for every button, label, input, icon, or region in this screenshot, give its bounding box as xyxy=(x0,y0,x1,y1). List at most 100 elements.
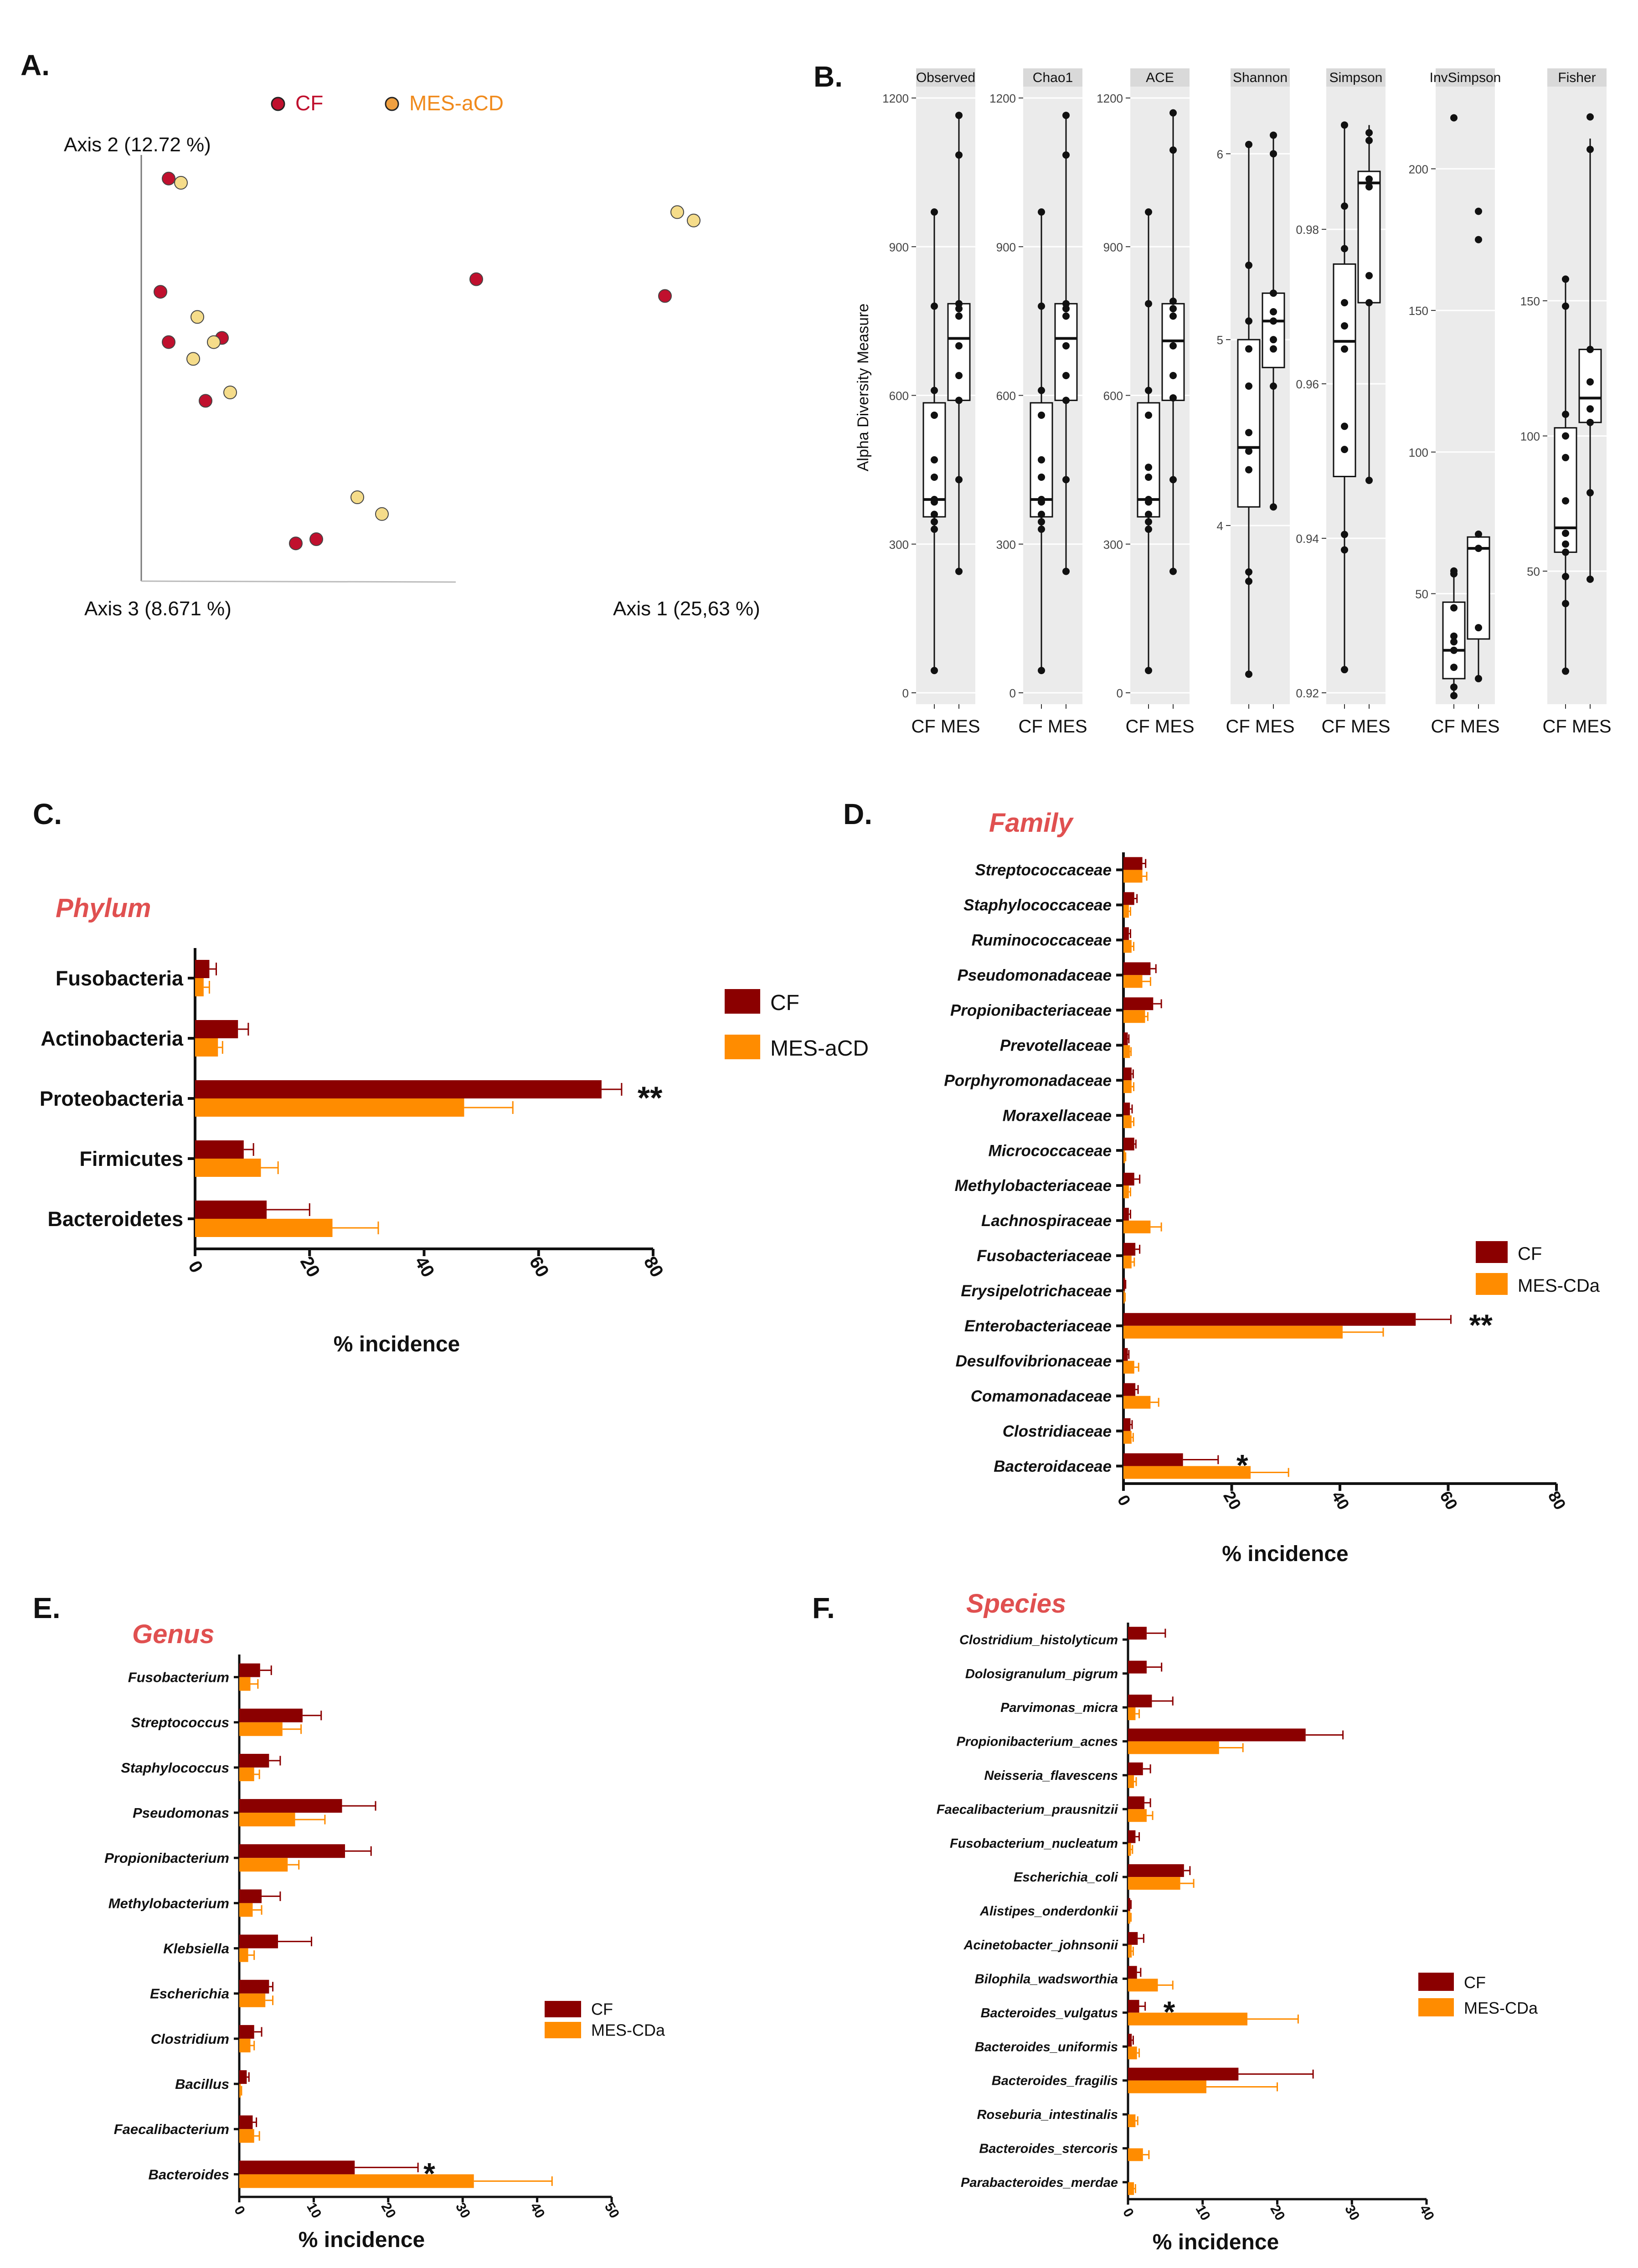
category-label: Enterobacteriaceae xyxy=(964,1317,1112,1335)
scatter-point-cf xyxy=(469,272,483,286)
facet-strip xyxy=(1130,68,1190,88)
bar-mes xyxy=(1128,1843,1131,1856)
x-tick-label: 40 xyxy=(527,2200,547,2221)
category-label: Prevotellaceae xyxy=(1000,1036,1112,1054)
legend-cf-swatch xyxy=(1476,1241,1508,1263)
x-tick-label: 20 xyxy=(1267,2202,1288,2223)
bar-mes xyxy=(1123,905,1129,918)
box-data-point xyxy=(1145,518,1152,526)
bar-mes xyxy=(1128,2080,1206,2093)
facet-tick-label: 900 xyxy=(996,240,1016,254)
bar-cf xyxy=(1123,857,1143,870)
bar-mes xyxy=(195,1159,261,1177)
box-data-point xyxy=(1145,473,1152,481)
facet-tick-label: 900 xyxy=(889,240,909,254)
bar-cf xyxy=(1123,927,1129,940)
panel-f-species: F. Species 0 10 20 30 40 % incidence Clostridium… xyxy=(812,1589,1538,2254)
facet-tick-label: 1200 xyxy=(1097,92,1123,105)
bar-mes xyxy=(1128,1775,1134,1788)
box-data-point xyxy=(1038,667,1045,675)
bar-cf xyxy=(239,1844,345,1858)
box-data-point xyxy=(955,397,963,404)
bar-mes xyxy=(1128,2012,1247,2026)
x-axis-label: % incidence xyxy=(1153,2230,1279,2254)
category-label: Micrococcaceae xyxy=(989,1142,1112,1160)
bar-mes xyxy=(239,1722,283,1736)
x-tick-label: 20 xyxy=(296,1253,324,1281)
category-label: Methylobacterium xyxy=(108,1895,229,1911)
box-data-point xyxy=(1562,454,1569,461)
alpha-ylabel: Alpha Diversity Measure xyxy=(855,304,872,471)
box-data-point xyxy=(1145,526,1152,533)
bar-cf xyxy=(195,1080,602,1098)
box-data-point xyxy=(931,526,938,533)
box-data-point xyxy=(955,151,963,159)
box-data-point xyxy=(1341,666,1348,674)
box-data-point xyxy=(1475,236,1482,243)
bar-mes xyxy=(1123,1045,1130,1058)
legend-mes-swatch xyxy=(1418,1998,1454,2016)
scatter-point-cf xyxy=(162,335,175,349)
category-label: Dolosigranulum_pigrum xyxy=(965,1667,1118,1681)
box-data-point xyxy=(1365,272,1373,279)
box-data-point xyxy=(1270,289,1277,297)
category-label: Staphylococcaceae xyxy=(963,897,1112,914)
facet-tick-label: 150 xyxy=(1520,294,1540,308)
bar-cf xyxy=(1128,1728,1306,1742)
category-label: Pseudomonas xyxy=(133,1805,229,1821)
category-label: Acinetobacter_johnsonii xyxy=(963,1938,1118,1953)
box-data-point xyxy=(1062,112,1070,119)
bar-cf xyxy=(239,1753,269,1768)
box-data-point xyxy=(1450,604,1458,612)
bar-cf xyxy=(1123,1418,1131,1431)
bar-cf xyxy=(1123,962,1151,975)
legend-mes-label: MES-CDa xyxy=(1518,1276,1600,1296)
panel-c-phylum: C. Phylum 0 20 40 60 80 % incidence Fusobacteria… xyxy=(33,798,869,1356)
box-data-point xyxy=(1270,150,1277,158)
group-labels: CF MES xyxy=(911,716,980,737)
bar-cf xyxy=(239,2070,247,2084)
legend-mes-label: MES-CDa xyxy=(1464,1999,1538,2017)
bar-mes xyxy=(1123,1185,1129,1198)
facet-tick-label: 900 xyxy=(1103,240,1123,254)
box-data-point xyxy=(1270,382,1277,390)
box-data-point xyxy=(1062,342,1070,350)
bar-mes xyxy=(1123,975,1143,988)
box-data-point xyxy=(1270,336,1277,344)
box-data-point xyxy=(1365,299,1373,307)
bar-mes xyxy=(1123,1396,1151,1409)
box-data-point xyxy=(1450,692,1458,700)
bar-mes xyxy=(1128,1707,1136,1721)
legend-mes-label: MES-CDa xyxy=(591,2021,665,2040)
category-label: Parabacteroides_merdae xyxy=(961,2175,1118,2190)
box-data-point xyxy=(1169,312,1177,320)
box-data-point xyxy=(1169,305,1177,313)
box-data-point xyxy=(1586,145,1594,153)
x-tick-label: 40 xyxy=(1417,2202,1437,2223)
bar-cf xyxy=(239,1889,262,1903)
category-label: Clostridiaceae xyxy=(1003,1423,1112,1440)
box-data-point xyxy=(1038,456,1045,464)
x-tick-label: 60 xyxy=(525,1253,552,1281)
significance-marker: * xyxy=(423,2157,435,2191)
bar-cf xyxy=(195,1201,267,1219)
box-data-point xyxy=(1062,372,1070,379)
box-data-point xyxy=(1169,567,1177,575)
scatter-point-mes xyxy=(670,205,684,219)
scatter-point-mes xyxy=(191,310,204,324)
facet-title: Shannon xyxy=(1233,70,1288,85)
box-data-point xyxy=(1341,202,1348,210)
bar-mes xyxy=(1123,1115,1132,1129)
category-label: Bacillus xyxy=(175,2076,229,2092)
facet-tick-label: 150 xyxy=(1409,304,1428,318)
bar-mes xyxy=(1128,2114,1136,2127)
facet-tick-label: 0.96 xyxy=(1296,377,1319,391)
category-label: Parvimonas_micra xyxy=(1000,1701,1118,1715)
bar-cf xyxy=(239,2115,253,2129)
bar-cf xyxy=(195,1020,238,1038)
bar-cf xyxy=(1128,1627,1147,1640)
bar-mes xyxy=(239,2174,474,2188)
box-data-point xyxy=(1245,670,1252,678)
facet-tick-label: 50 xyxy=(1415,588,1428,601)
x-tick-label: 40 xyxy=(1328,1488,1354,1513)
